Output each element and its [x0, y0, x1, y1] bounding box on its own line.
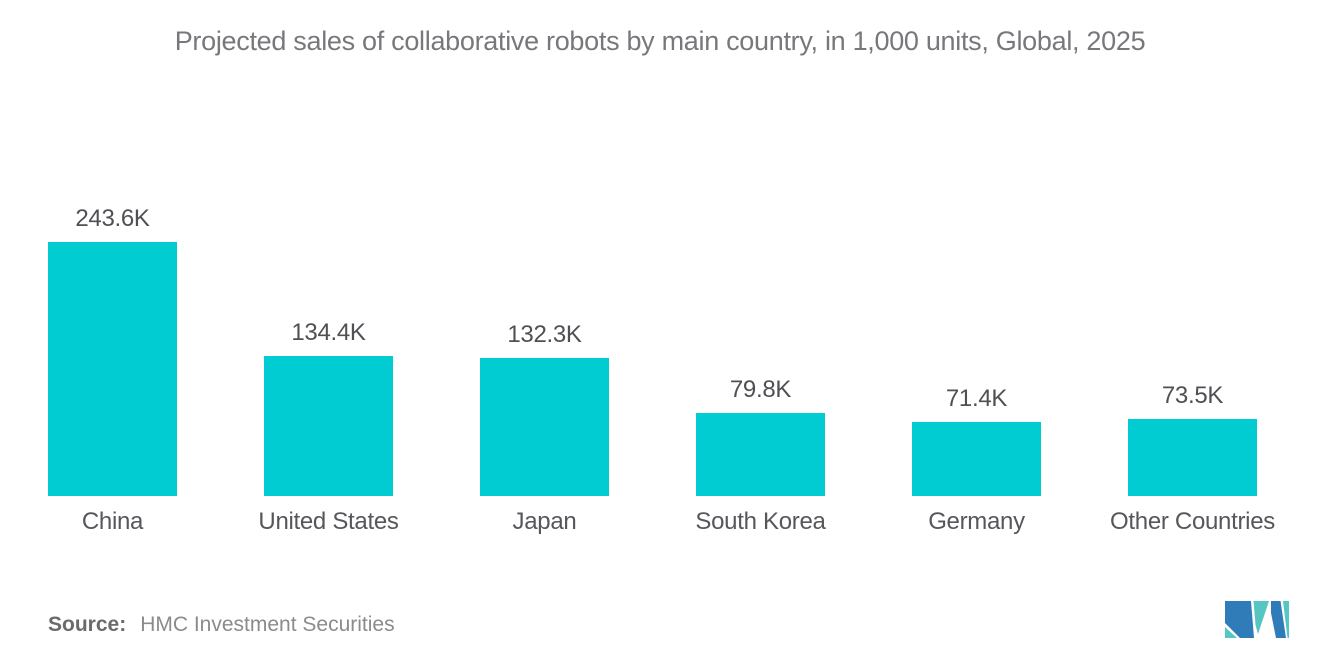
bar [912, 422, 1041, 496]
logo-shape-teal-bottom-left [1225, 627, 1237, 638]
bar-value-label: 71.4K [945, 385, 1008, 412]
bar [264, 356, 393, 496]
bar-value-label: 132.3K [507, 321, 582, 348]
bar-category-label: United States [258, 508, 399, 535]
bar-value-label: 134.4K [291, 319, 366, 346]
logo-shape-teal-middle [1253, 601, 1269, 634]
source-value: HMC Investment Securities [140, 613, 395, 636]
bar-category-label: Germany [928, 508, 1025, 535]
bar [48, 242, 177, 496]
bar-category-label: Other Countries [1110, 508, 1275, 535]
bar-value-label: 73.5K [1161, 382, 1224, 409]
source-row: Source: HMC Investment Securities [48, 613, 395, 637]
mordor-intelligence-logo [1225, 601, 1289, 638]
logo-shape-teal-right [1283, 601, 1289, 638]
logo-shape-blue-left [1225, 601, 1254, 638]
bar-value-label: 243.6K [75, 205, 150, 232]
logo-shape-blue-right [1271, 601, 1286, 638]
source-label: Source: [48, 613, 127, 636]
bar [1128, 419, 1257, 496]
bar [480, 358, 609, 496]
bar-category-label: China [81, 508, 144, 535]
bar [696, 413, 825, 496]
bar-value-label: 79.8K [729, 376, 792, 403]
bar-category-label: Japan [512, 508, 577, 535]
chart-title: Projected sales of collaborative robots … [174, 26, 1146, 56]
bar-category-label: South Korea [695, 508, 826, 535]
